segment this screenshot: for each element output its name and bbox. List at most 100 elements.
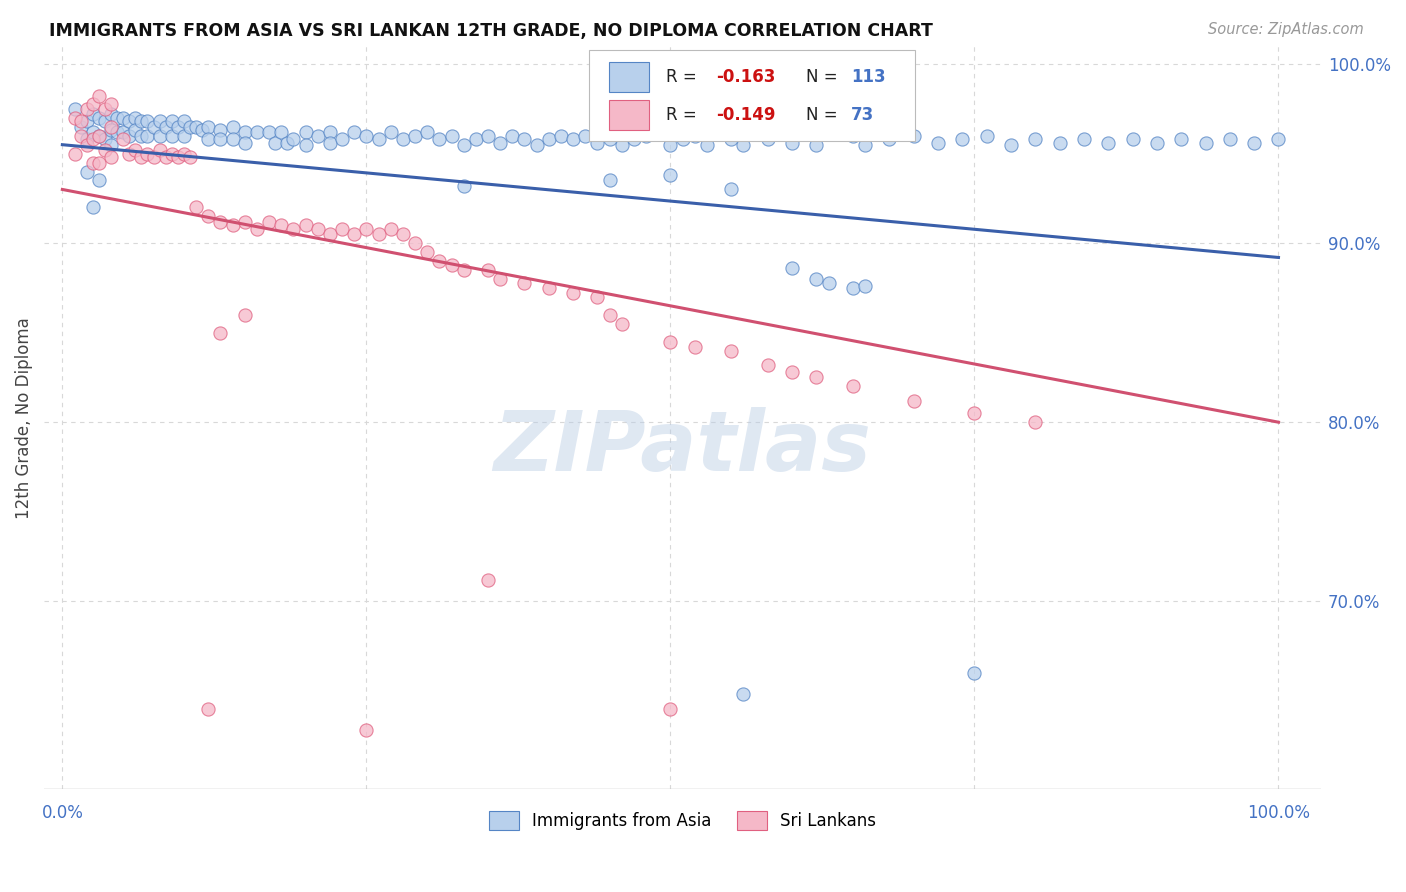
Point: [392, 132, 415, 146]
Point: [513, 132, 536, 146]
Point: [537, 281, 560, 295]
Point: [82, 96, 104, 111]
Point: [142, 120, 165, 134]
Point: [105, 125, 128, 139]
Point: [87, 128, 110, 143]
Point: [112, 111, 135, 125]
Point: [173, 128, 195, 143]
Point: [112, 132, 135, 146]
Point: [233, 125, 256, 139]
Point: [209, 215, 232, 229]
Point: [221, 132, 243, 146]
Text: -0.149: -0.149: [716, 106, 775, 124]
Text: 113: 113: [851, 68, 886, 86]
Point: [167, 150, 190, 164]
Point: [610, 317, 633, 331]
Point: [537, 132, 560, 146]
Point: [87, 173, 110, 187]
Point: [806, 272, 828, 286]
Point: [160, 114, 183, 128]
Point: [427, 132, 450, 146]
Point: [683, 128, 706, 143]
Point: [427, 254, 450, 268]
Point: [82, 155, 104, 169]
Point: [94, 114, 117, 128]
Point: [404, 128, 426, 143]
FancyBboxPatch shape: [609, 62, 650, 92]
Point: [950, 132, 973, 146]
Point: [179, 120, 201, 134]
Point: [142, 150, 165, 164]
Point: [319, 136, 342, 150]
Point: [513, 276, 536, 290]
Point: [221, 120, 243, 134]
Point: [155, 150, 177, 164]
Point: [1219, 132, 1241, 146]
Point: [209, 123, 232, 137]
Point: [136, 114, 159, 128]
Text: 73: 73: [851, 106, 875, 124]
Point: [879, 132, 901, 146]
Point: [367, 227, 389, 242]
Point: [124, 143, 146, 157]
Point: [209, 326, 232, 340]
Point: [780, 365, 803, 379]
Point: [283, 132, 305, 146]
Point: [440, 128, 463, 143]
Point: [720, 132, 742, 146]
Point: [191, 123, 214, 137]
Point: [179, 150, 201, 164]
Point: [453, 137, 475, 152]
Point: [842, 281, 865, 295]
Text: Source: ZipAtlas.com: Source: ZipAtlas.com: [1208, 22, 1364, 37]
Point: [453, 263, 475, 277]
Point: [343, 227, 366, 242]
Point: [112, 125, 135, 139]
Point: [221, 219, 243, 233]
Text: R =: R =: [666, 106, 702, 124]
Point: [100, 120, 122, 134]
Point: [696, 137, 718, 152]
Point: [659, 168, 682, 182]
Point: [780, 261, 803, 276]
Point: [1000, 137, 1022, 152]
Point: [131, 128, 153, 143]
Point: [294, 125, 316, 139]
Point: [100, 150, 122, 164]
Point: [69, 128, 91, 143]
Point: [69, 120, 91, 134]
Text: -0.163: -0.163: [716, 68, 775, 86]
Point: [283, 222, 305, 236]
Point: [94, 143, 117, 157]
Point: [276, 136, 298, 150]
Point: [160, 128, 183, 143]
Text: N =: N =: [807, 106, 844, 124]
Point: [756, 132, 779, 146]
Point: [586, 136, 609, 150]
Point: [82, 132, 104, 146]
Point: [1073, 132, 1095, 146]
Point: [149, 128, 172, 143]
Point: [307, 128, 329, 143]
Point: [659, 701, 682, 715]
Point: [94, 132, 117, 146]
Point: [100, 107, 122, 121]
Point: [720, 182, 742, 196]
Point: [100, 137, 122, 152]
Point: [63, 102, 86, 116]
Point: [842, 379, 865, 393]
Text: IMMIGRANTS FROM ASIA VS SRI LANKAN 12TH GRADE, NO DIPLOMA CORRELATION CHART: IMMIGRANTS FROM ASIA VS SRI LANKAN 12TH …: [49, 22, 934, 40]
Point: [562, 132, 585, 146]
Point: [733, 137, 755, 152]
Point: [197, 132, 219, 146]
Point: [233, 308, 256, 322]
Point: [173, 146, 195, 161]
Point: [76, 114, 98, 128]
Point: [599, 173, 621, 187]
Point: [720, 343, 742, 358]
Point: [233, 215, 256, 229]
Point: [976, 128, 998, 143]
Point: [94, 102, 117, 116]
Point: [416, 125, 439, 139]
Point: [453, 178, 475, 193]
